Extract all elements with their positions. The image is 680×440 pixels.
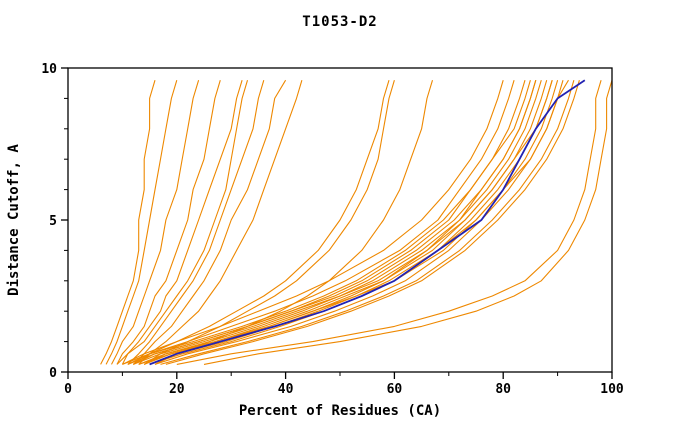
x-axis-label: Percent of Residues (CA) xyxy=(238,403,442,419)
series-model-10 xyxy=(143,80,395,365)
series-model-13 xyxy=(122,80,504,365)
series-model-09 xyxy=(116,80,249,365)
series-model-04 xyxy=(116,80,221,365)
series-model-19 xyxy=(154,80,564,365)
series-model-14 xyxy=(127,80,515,365)
series-model-12 xyxy=(133,80,390,365)
series-model-05 xyxy=(121,80,243,365)
x-tick-label: 40 xyxy=(278,382,294,397)
x-tick-label: 100 xyxy=(600,382,624,397)
x-tick-label: 80 xyxy=(495,382,511,397)
y-tick-label: 0 xyxy=(49,366,57,381)
series-model-22 xyxy=(122,80,531,365)
x-tick-label: 20 xyxy=(169,382,185,397)
y-tick-label: 5 xyxy=(49,214,57,229)
series-model-29 xyxy=(203,80,613,365)
x-tick-label: 60 xyxy=(387,382,403,397)
series-model-02 xyxy=(105,80,178,365)
series-model-21 xyxy=(133,80,542,365)
y-tick-label: 10 xyxy=(41,62,57,77)
series-model-03 xyxy=(111,80,200,365)
series-model-28 xyxy=(176,80,602,365)
series-model-01 xyxy=(100,80,156,365)
series-model-20 xyxy=(160,80,575,365)
series-highlighted-model xyxy=(149,79,586,366)
series-model-23 xyxy=(165,80,580,365)
series-model-06 xyxy=(127,80,265,365)
series-model-15 xyxy=(133,80,526,365)
series-model-27 xyxy=(143,79,569,365)
x-tick-label: 0 xyxy=(64,382,72,397)
chart-title: T1053-D2 xyxy=(302,14,378,30)
series-model-25 xyxy=(127,80,537,365)
series-model-17 xyxy=(144,80,548,365)
series-model-07 xyxy=(132,79,287,365)
series-model-08 xyxy=(138,80,303,365)
